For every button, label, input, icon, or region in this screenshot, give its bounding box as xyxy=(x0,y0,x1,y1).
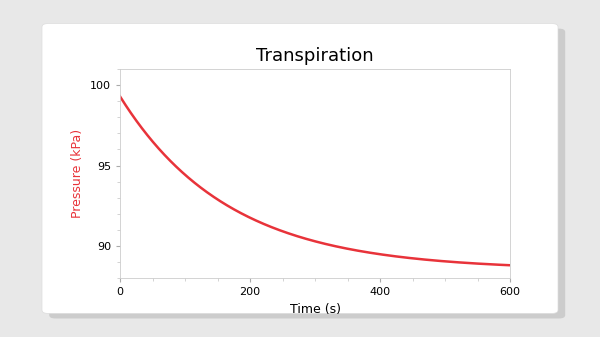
Title: Transpiration: Transpiration xyxy=(256,47,374,65)
Y-axis label: Pressure (kPa): Pressure (kPa) xyxy=(71,129,85,218)
X-axis label: Time (s): Time (s) xyxy=(290,303,341,316)
